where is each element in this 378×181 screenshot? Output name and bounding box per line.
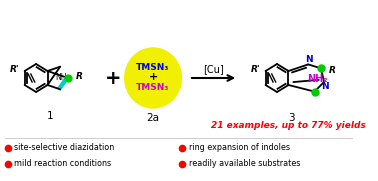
Text: mild reaction conditions: mild reaction conditions [14,159,111,169]
Text: readily available substrates: readily available substrates [189,159,301,169]
Text: R': R' [251,64,261,73]
Text: [Cu]: [Cu] [203,64,224,74]
Text: TMSN₃: TMSN₃ [136,83,170,92]
Text: 2a: 2a [147,113,160,123]
Text: +: + [149,72,158,82]
Text: 3: 3 [288,113,294,123]
Text: R: R [328,66,335,75]
Text: R': R' [10,64,20,73]
Text: NH₂: NH₂ [307,74,328,84]
Text: 21 examples, up to 77% yields: 21 examples, up to 77% yields [211,121,366,131]
Circle shape [125,48,181,108]
Text: site-selective diazidation: site-selective diazidation [14,144,115,153]
Text: ring expansion of indoles: ring expansion of indoles [189,144,290,153]
Text: TMSN₃: TMSN₃ [136,64,170,73]
Text: NH: NH [55,73,67,82]
Text: N: N [321,82,329,91]
Text: R: R [76,71,82,81]
Text: 1: 1 [47,111,53,121]
Text: +: + [105,68,122,87]
Text: N: N [305,55,313,64]
